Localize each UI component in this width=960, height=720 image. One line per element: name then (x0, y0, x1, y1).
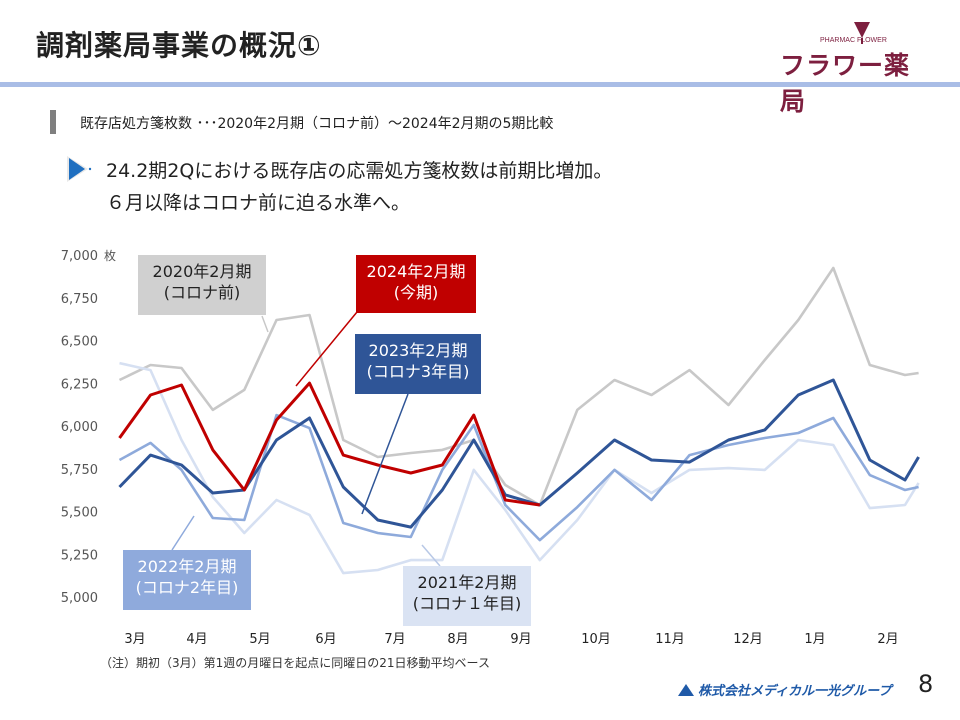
series-line-2022年2月期 (118, 413, 919, 542)
flower-icon (854, 22, 870, 44)
y-unit-label: 枚 (104, 248, 116, 263)
series-label-box: 2020年2月期 (コロナ前) (138, 255, 266, 315)
series-name: 2023年2月期 (368, 341, 468, 360)
leader-line (261, 315, 269, 333)
page-title: 調剤薬局事業の概況① (36, 29, 322, 62)
logo-main-text: フラワー薬局 (780, 51, 911, 116)
series-subtitle: (コロナ前) (163, 283, 241, 302)
series-label-box: 2022年2月期 (コロナ2年目) (123, 550, 251, 610)
series-subtitle: (コロナ2年目) (135, 578, 239, 597)
series-label-box: 2021年2月期 (コロナ１年目) (403, 566, 531, 626)
series-line-2023年2月期 (118, 378, 920, 529)
leader-line (295, 311, 358, 387)
y-tick-label: 6,750 (61, 292, 98, 307)
leader-line (171, 515, 195, 551)
series-subtitle: (コロナ１年目) (412, 594, 522, 613)
x-tick-label: 8月 (447, 632, 468, 647)
series-line-2024年2月期 (118, 381, 541, 507)
x-tick-label: 9月 (510, 632, 531, 647)
series-subtitle: (コロナ3年目) (366, 362, 470, 381)
bullet-line-2: ６月以降はコロナ前に迫る水準へ。 (106, 192, 411, 214)
y-tick-label: 6,500 (61, 335, 98, 350)
label-leader-lines (171, 311, 441, 567)
y-tick-label: 6,000 (61, 420, 98, 435)
flower-pharmacy-logo: PHARMAC FLOWER フラワー薬局 (780, 20, 935, 116)
x-tick-label: 12月 (733, 632, 763, 647)
y-tick-label: 5,000 (61, 591, 98, 606)
x-tick-label: 3月 (124, 632, 145, 647)
subtitle: 既存店処方箋枚数 ･･･2020年2月期（コロナ前）～2024年2月期の5期比較 (80, 116, 554, 132)
series-label-box: 2023年2月期 (コロナ3年目) (355, 334, 481, 394)
x-tick-label: 1月 (804, 632, 825, 647)
series-line-2021年2月期 (119, 361, 920, 575)
series-name: 2021年2月期 (417, 573, 517, 592)
mountain-icon (678, 684, 694, 696)
footnote: （注）期初（3月）第1週の月曜日を起点に同曜日の21日移動平均ベース (100, 656, 490, 670)
y-tick-label: 5,250 (61, 548, 98, 563)
x-tick-label: 5月 (249, 632, 270, 647)
x-tick-label: 6月 (315, 632, 336, 647)
leader-line (421, 544, 441, 567)
blue-triangle-arrow-icon (67, 156, 92, 182)
series-lines (118, 266, 920, 575)
subtitle-marker (50, 110, 56, 134)
y-tick-label: 6,250 (61, 377, 98, 392)
series-name: 2024年2月期 (366, 262, 466, 281)
bullet-line-1: 24.2期2Qにおける既存店の応需処方箋枚数は前期比増加。 (106, 160, 613, 182)
x-axis: 3月 4月 5月 6月 7月 8月 9月 10月 11月 12月 1月 2月 (124, 632, 898, 647)
y-tick-label: 5,750 (61, 463, 98, 478)
y-tick-label: 5,500 (61, 506, 98, 521)
series-name: 2020年2月期 (152, 262, 252, 281)
footer-logo-text: 株式会社メディカル一光グループ (698, 684, 892, 699)
x-tick-label: 10月 (581, 632, 611, 647)
page-number: 8 (918, 670, 934, 698)
header-divider (0, 82, 960, 87)
series-subtitle: (今期) (393, 283, 439, 302)
y-axis: 7,000 6,750 6,500 6,250 6,000 5,750 5,500 5,250… (61, 248, 116, 606)
x-tick-label: 2月 (877, 632, 898, 647)
series-label-box: 2024年2月期 (今期) (356, 255, 476, 313)
logo-small-text: PHARMAC FLOWER (820, 37, 887, 44)
x-tick-label: 7月 (384, 632, 405, 647)
medical-ikkou-logo: 株式会社メディカル一光グループ (678, 680, 891, 699)
series-line-2020年2月期 (118, 266, 919, 507)
leader-line (361, 393, 409, 515)
series-name: 2022年2月期 (137, 557, 237, 576)
y-tick-label: 7,000 (61, 249, 98, 264)
x-tick-label: 4月 (186, 632, 207, 647)
x-tick-label: 11月 (655, 632, 685, 647)
